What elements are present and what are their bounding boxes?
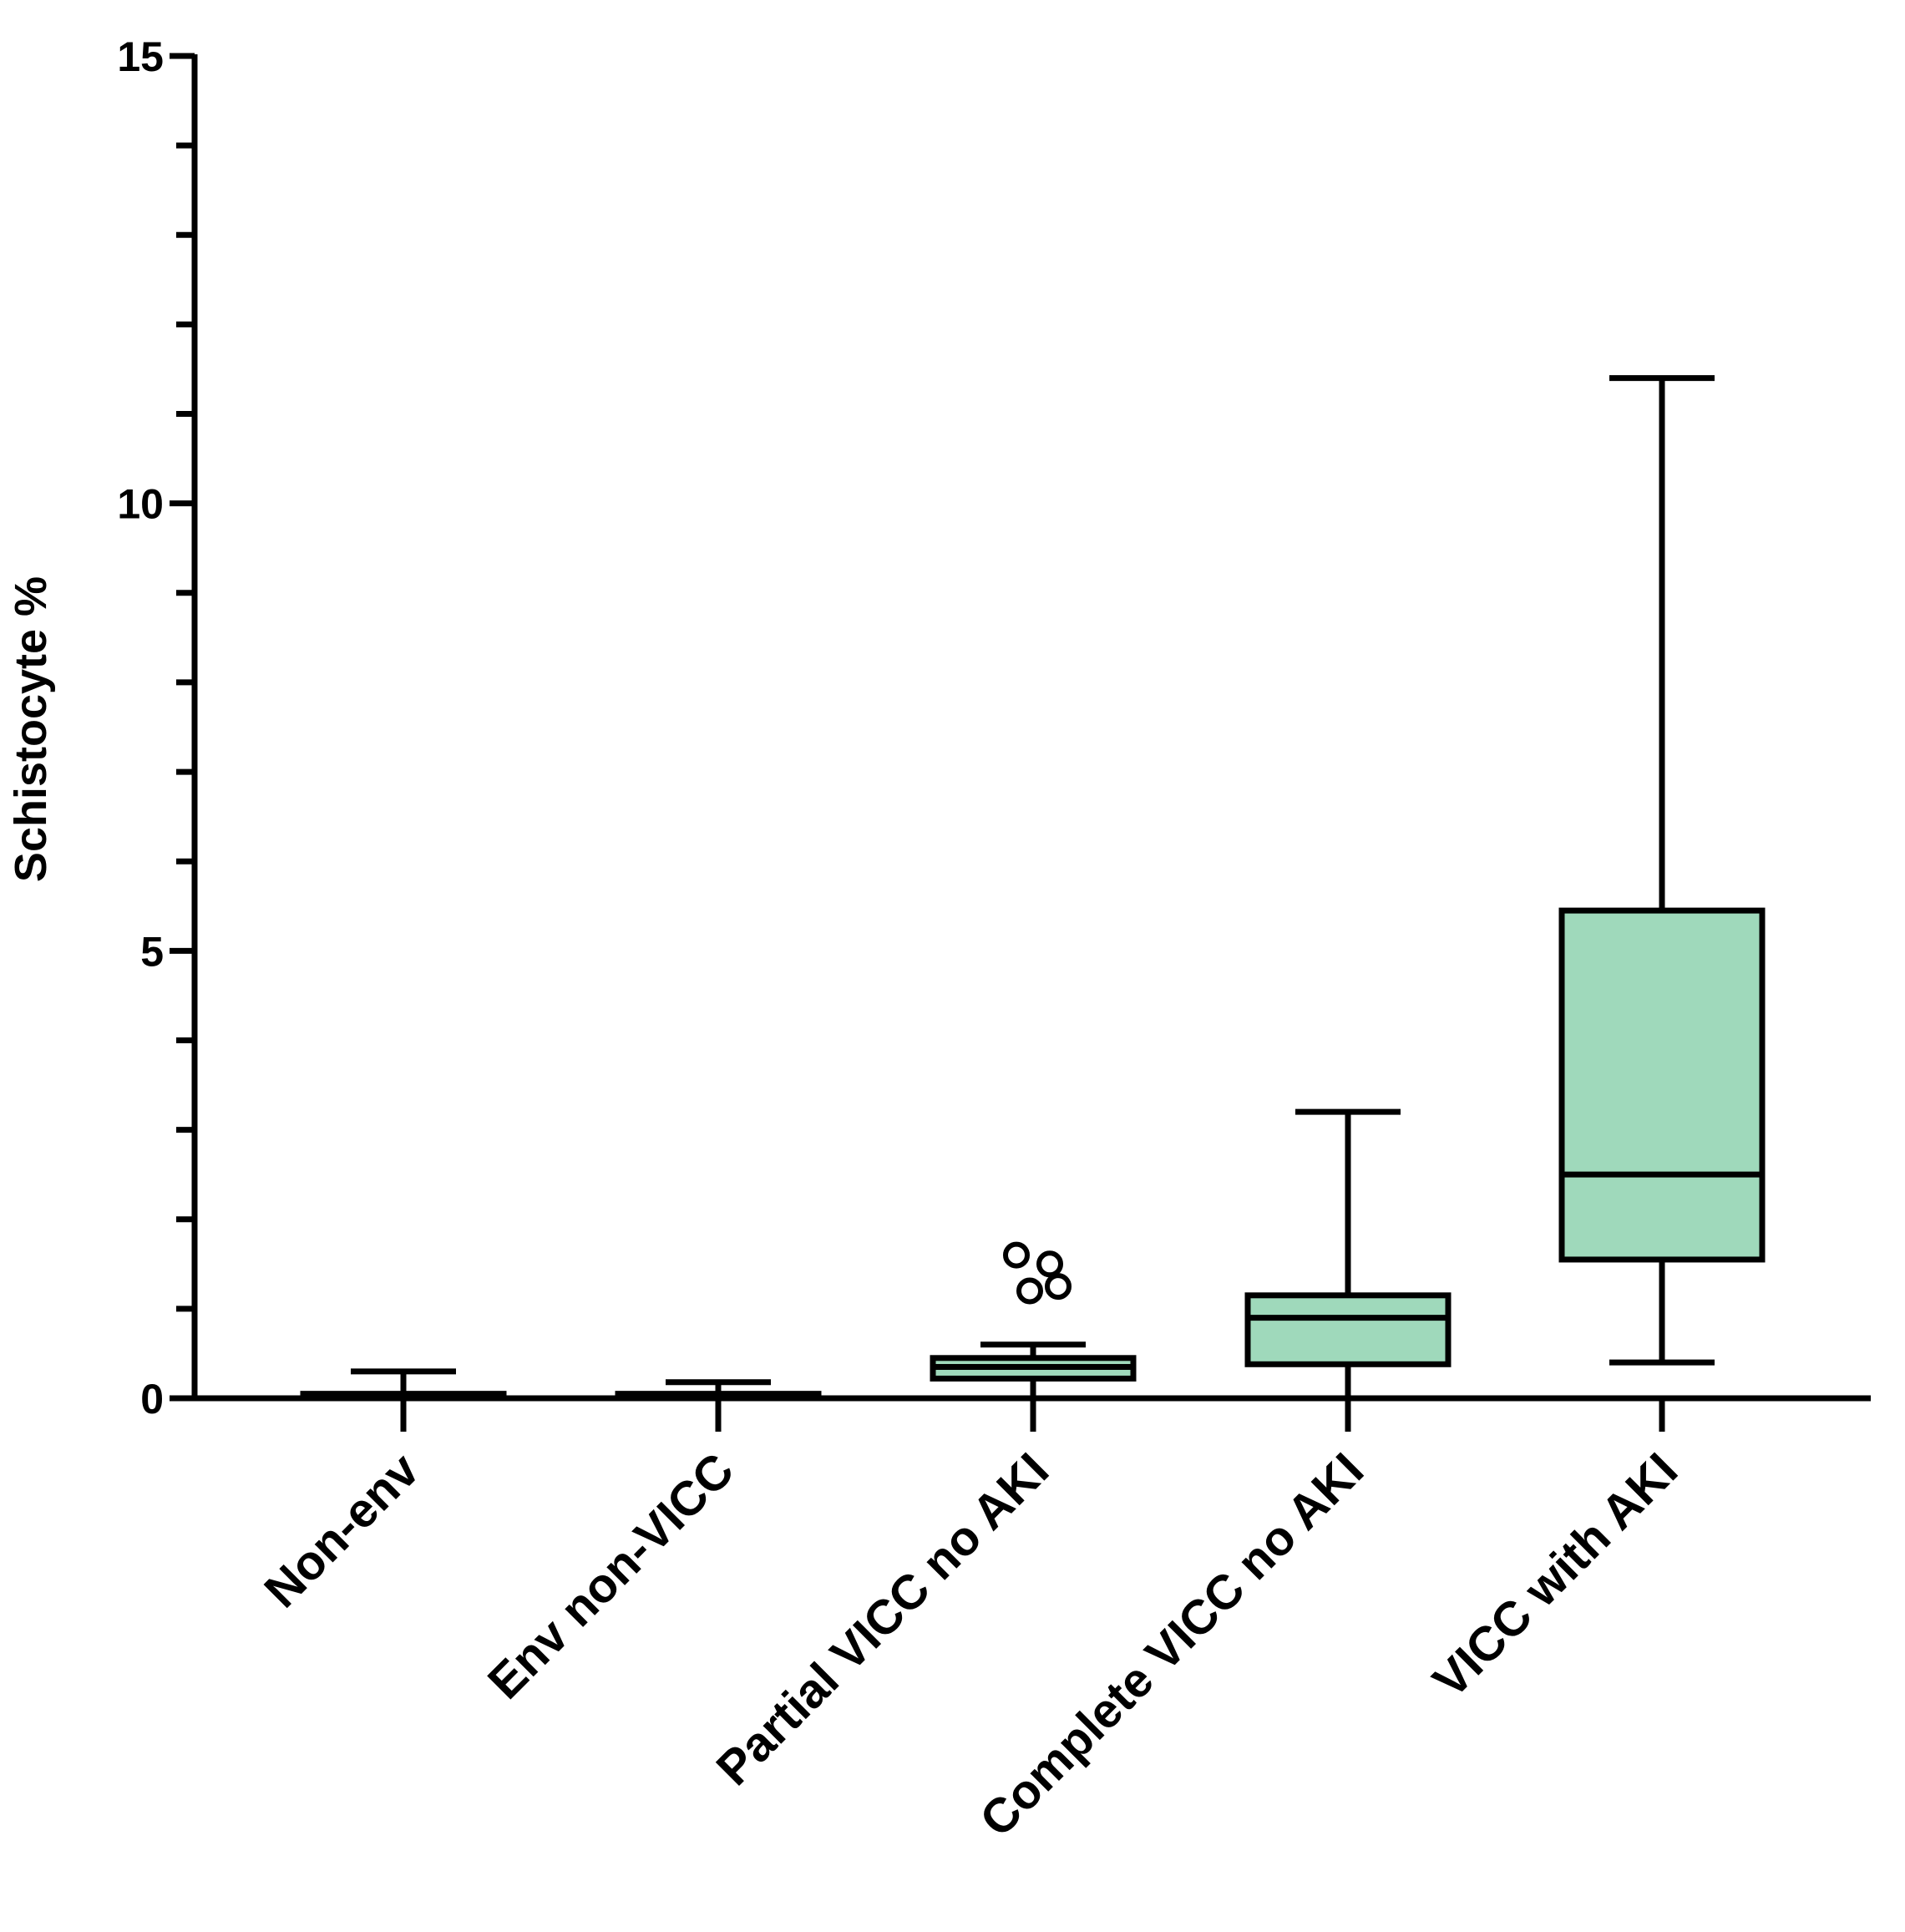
box-2 [615,1379,822,1402]
x-tick-label: Partial VICC no AKI [706,1443,1059,1796]
box-iqr [1558,907,1766,1263]
x-tick-label: Non-env [254,1443,429,1618]
boxes [300,375,1766,1402]
box-3 [930,1241,1137,1398]
box-5 [1558,375,1766,1366]
box-iqr [1244,1292,1452,1367]
outlier-point [1036,1250,1063,1278]
y-tick-label: 5 [140,928,164,975]
outlier-point [1045,1273,1072,1301]
box-4 [1244,1108,1452,1398]
x-tick-label: VICC with AKI [1422,1443,1688,1708]
y-axis-title: Schistocyte % [6,576,56,882]
y-tick-label: 10 [117,481,164,528]
y-tick-label: 0 [140,1376,164,1422]
box-1 [300,1368,507,1402]
outlier-point [1003,1241,1030,1269]
y-tick-label: 15 [117,33,164,80]
y-axis: 0 5 10 15 [117,33,198,1422]
outlier-point [1016,1277,1043,1305]
x-tick-label: Env non-VICC [478,1443,744,1709]
